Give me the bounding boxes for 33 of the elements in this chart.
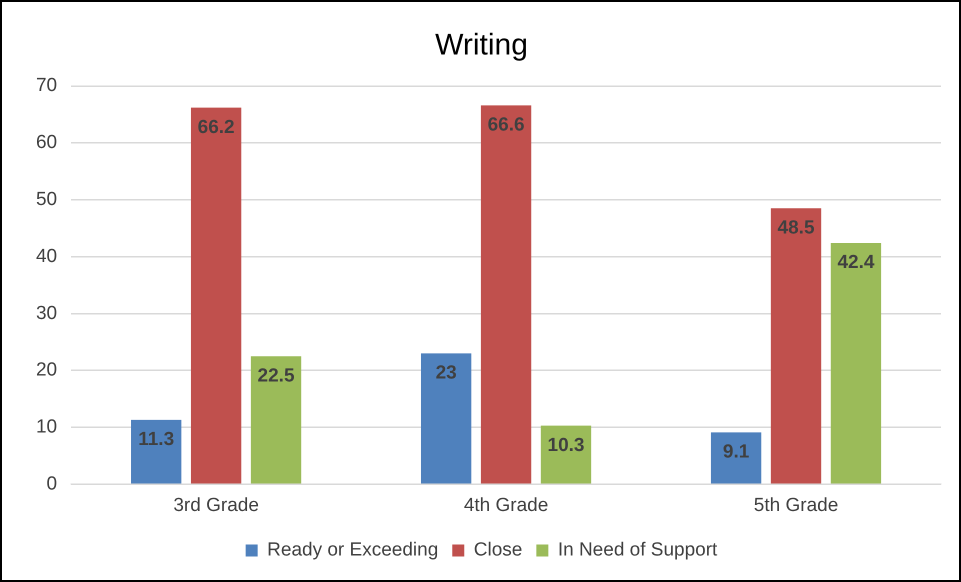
x-tick-label: 4th Grade <box>464 494 548 516</box>
bar <box>830 243 882 484</box>
data-label: 10.3 <box>548 434 584 456</box>
data-label: 11.3 <box>138 429 174 450</box>
data-label: 66.2 <box>198 116 235 138</box>
data-label: 9.1 <box>722 442 750 463</box>
data-label: 66.6 <box>488 114 525 136</box>
legend-label: Ready or Exceeding <box>267 540 438 561</box>
bar <box>420 353 472 484</box>
x-tick-label: 3rd Grade <box>173 494 259 516</box>
data-label: 42.4 <box>837 252 875 274</box>
y-tick-label: 30 <box>36 302 58 324</box>
y-tick-label: 20 <box>36 360 58 381</box>
bar <box>710 432 762 484</box>
bar <box>770 208 822 484</box>
bar <box>190 108 242 484</box>
legend-label: Close <box>474 540 522 561</box>
chart-title: Writing <box>435 28 528 62</box>
bar <box>540 426 592 484</box>
data-label: 22.5 <box>258 365 295 386</box>
bar <box>480 105 532 484</box>
y-tick-label: 50 <box>36 189 58 210</box>
y-tick-label: 0 <box>46 473 58 494</box>
y-tick-label: 40 <box>36 246 58 267</box>
bar <box>131 420 182 484</box>
y-tick-label: 70 <box>36 75 58 96</box>
data-label: 48.5 <box>778 218 815 239</box>
y-tick-label: 60 <box>36 132 58 154</box>
legend-label: In Need of Support <box>558 540 718 561</box>
y-tick-label: 10 <box>36 416 58 438</box>
data-label: 23 <box>436 362 457 384</box>
x-tick-label: 5th Grade <box>754 494 838 516</box>
bar <box>250 356 302 484</box>
